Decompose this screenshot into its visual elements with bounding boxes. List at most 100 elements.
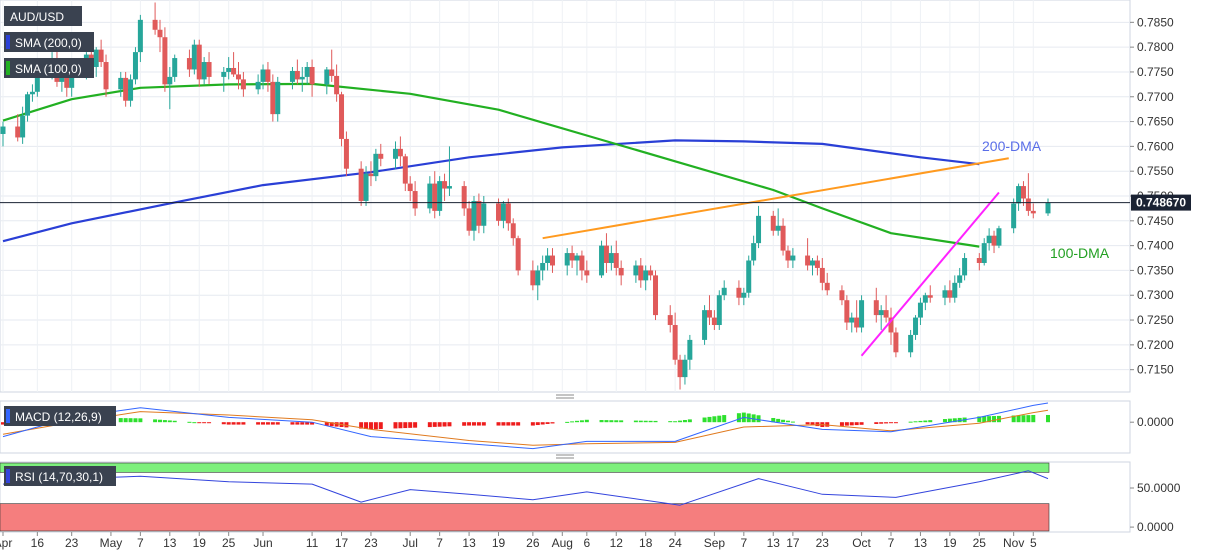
candle-body [289,70,295,82]
candle-body [402,156,408,184]
y-tick-label: 0.7350 [1137,263,1174,277]
macd-histogram-bar [575,420,580,423]
candle-body [132,52,138,80]
candle-body [15,126,21,138]
macd-histogram-bar [437,422,442,427]
x-tick-label: 13 [462,536,476,550]
legend-sma100[interactable]: SMA (100,0) [4,58,94,78]
macd-histogram-bar [579,420,584,423]
candle-body [702,310,708,340]
macd-histogram-bar [771,417,776,423]
y-tick-label: 0.7700 [1137,90,1174,104]
macd-histogram-bar [717,415,722,423]
candle-body [672,325,678,360]
x-tick-label: 19 [193,536,207,550]
y-tick-label: 0.7600 [1137,139,1174,153]
candle-body [603,245,609,263]
x-tick-label: 23 [65,536,79,550]
macd-histogram-bar [1021,415,1026,423]
x-tick-label: 6 [583,536,590,550]
x-axis: Apr 16 23 May 7 13 19 25 Jun 11 17 23 Jul 7 13 19 26 Aug 6… [0,532,1037,550]
candle-body [839,290,845,301]
macd-histogram-bar [977,416,982,423]
candle-body [638,265,644,281]
y-tick-label: 0.7800 [1137,40,1174,54]
macd-histogram-bar [540,422,545,425]
annotation-100-dma: 100-DMA [1050,245,1110,261]
macd-histogram-bar [584,419,589,423]
candle-body [775,225,781,231]
candle-body [427,183,433,209]
legend-sma200[interactable]: SMA (200,0) [4,32,94,52]
candle-body [481,203,487,226]
candle-body [756,215,762,244]
macd-histogram-bar [413,422,418,428]
pane-resize-handle[interactable] [556,454,574,459]
macd-histogram-bar [1026,415,1031,423]
macd-histogram-bar [447,422,452,427]
candle-body [579,255,585,271]
macd-histogram-bar [736,413,741,423]
candle-body [947,290,953,298]
y-tick-label: 0.7300 [1137,288,1174,302]
macd-histogram-bar [957,417,962,423]
macd-histogram-bar [153,419,158,423]
candle-body [29,91,35,95]
legend-rsi[interactable]: RSI (14,70,30,1) [4,466,116,486]
macd-histogram-bar [133,418,138,423]
rsi-zones [0,462,1050,532]
rsi-overbought-zone [0,462,1050,473]
candle-body [942,290,948,298]
macd-histogram-bar [501,422,506,426]
candle-body [913,317,919,335]
candle-body [1011,203,1017,229]
candle-body [299,76,305,80]
candle-body [633,265,639,276]
macd-line [2,402,1049,450]
x-tick-label: 11 [306,536,319,550]
macd-histogram-bar [913,421,918,423]
candle-body [167,76,173,85]
candle-body [677,359,683,378]
macd-histogram-bar [844,422,849,426]
rsi-oversold-zone [0,503,1050,532]
candle-body [584,270,590,276]
x-tick-label: 13 [767,536,781,550]
candle-body [917,302,923,318]
y-tick-label: 0.7550 [1137,164,1174,178]
candle-body [976,258,982,263]
trendlines [542,157,1009,357]
pane-resize-handle[interactable] [556,394,574,399]
y-axis: 0.7850 0.7800 0.7750 0.7700 0.7650 0.7600 0.75… [1130,15,1181,534]
macd-histogram-bar [305,422,310,425]
macd-histogram-bar [231,422,236,425]
candle-body [118,77,124,90]
candle-body [996,228,1002,246]
macd-histogram-bar [226,422,231,425]
macd-histogram-bar [638,420,643,423]
candle-body [265,69,271,82]
legend-sma100-text: SMA (100,0) [15,62,82,76]
macd-histogram-bar [908,421,913,423]
candle-body [329,69,335,76]
candle-body [358,168,364,201]
macd-histogram-bar [270,422,275,425]
last-price-tag: 0.748670 [1131,194,1191,211]
candle-body [844,300,850,323]
last-price-label: 0.748670 [1136,196,1186,210]
macd-histogram-bar [889,422,894,424]
candle-body [69,75,75,88]
rsi-line [2,470,1049,506]
candle-body [530,270,536,286]
candle-body [226,67,232,72]
candle-body [687,339,693,360]
x-tick-label: 23 [364,536,378,550]
legend-macd[interactable]: MACD (12,26,9) [4,406,116,426]
candle-body [363,173,369,201]
candle-body [368,173,374,177]
macd-histogram-bar [550,422,555,424]
macd-histogram-bar [368,422,373,430]
macd-histogram-bar [530,422,535,426]
macd-histogram-bar [265,422,270,425]
